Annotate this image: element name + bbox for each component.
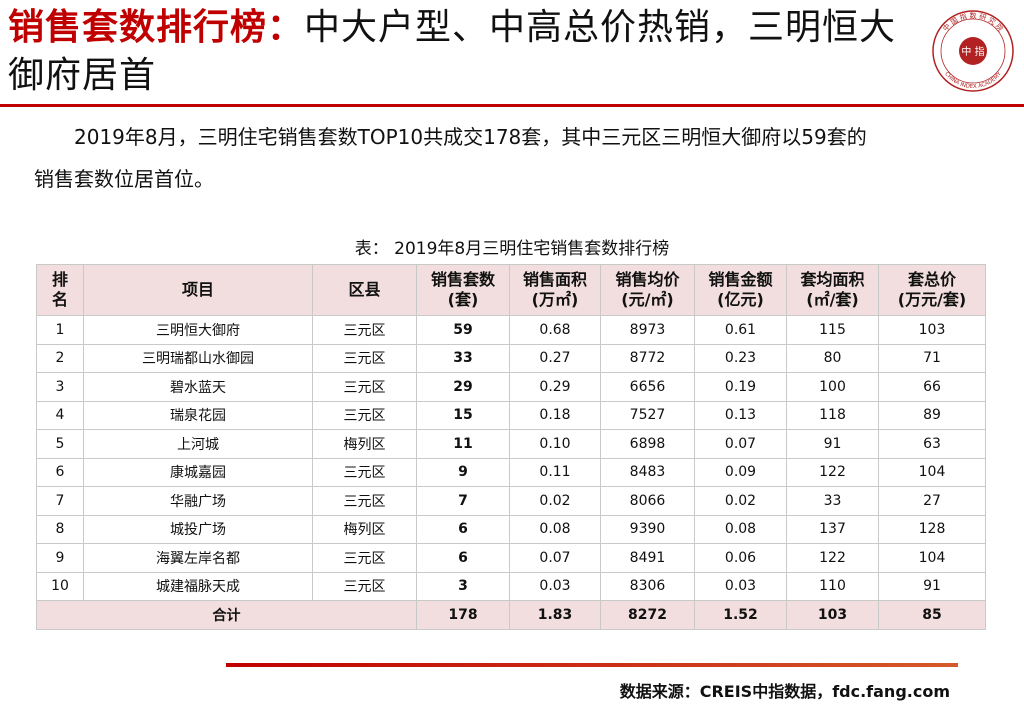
- table-total-row: 合计 178 1.83 8272 1.52 103 85: [36, 600, 986, 630]
- table-row: 6 康城嘉园 三元区 9 0.11 8483 0.09 122 104: [36, 457, 986, 487]
- header-units: 销售套数 (套): [416, 264, 510, 316]
- header-price: 销售均价 (元/㎡): [600, 264, 695, 316]
- footer-divider: [226, 663, 958, 667]
- title-divider: [0, 104, 1024, 107]
- svg-text:中 指: 中 指: [961, 45, 984, 58]
- table-row: 7 华融广场 三元区 7 0.02 8066 0.02 33 27: [36, 486, 986, 516]
- table-row: 10 城建福脉天成 三元区 3 0.03 8306 0.03 110 91: [36, 571, 986, 601]
- table-header-row: 排名 项目 区县 销售套数 (套) 销售面积 (万㎡) 销售均价 (元/㎡) 销售金额…: [36, 264, 986, 316]
- china-index-academy-logo: 中 指 中 国 指 数 研 究 院 CHINA INDEX ACADEMY: [930, 8, 1016, 94]
- table-row: 1 三明恒大御府 三元区 59 0.68 8973 0.61 115 103: [36, 315, 986, 345]
- intro-line-2: 销售套数位居首位。: [34, 167, 214, 191]
- table-row: 3 碧水蓝天 三元区 29 0.29 6656 0.19 100 66: [36, 372, 986, 402]
- table-row: 5 上河城 梅列区 11 0.10 6898 0.07 91 63: [36, 429, 986, 459]
- ranking-table: 排名 项目 区县 销售套数 (套) 销售面积 (万㎡) 销售均价 (元/㎡) 销售金额…: [36, 264, 986, 630]
- header-district: 区县: [312, 264, 417, 316]
- intro-paragraph: 2019年8月，三明住宅销售套数TOP10共成交178套，其中三元区三明恒大御府…: [34, 116, 1000, 200]
- header-avg-area: 套均面积 (㎡/套): [786, 264, 879, 316]
- intro-line-1: 2019年8月，三明住宅销售套数TOP10共成交178套，其中三元区三明恒大御府…: [74, 125, 867, 149]
- header-area: 销售面积 (万㎡): [509, 264, 601, 316]
- table-row: 4 瑞泉花园 三元区 15 0.18 7527 0.13 118 89: [36, 400, 986, 430]
- table-caption: 表： 2019年8月三明住宅销售套数排行榜: [354, 239, 670, 259]
- table-row: 2 三明瑞都山水御园 三元区 33 0.27 8772 0.23 80 71: [36, 343, 986, 373]
- header-amount: 销售金额 (亿元): [694, 264, 787, 316]
- header-rank: 排名: [36, 264, 84, 316]
- logo-seal-icon: 中 指 中 国 指 数 研 究 院 CHINA INDEX ACADEMY: [932, 10, 1014, 92]
- header-project: 项目: [83, 264, 313, 316]
- svg-text:中 国 指 数 研 究 院: 中 国 指 数 研 究 院: [941, 11, 1005, 33]
- table-row: 8 城投广场 梅列区 6 0.08 9390 0.08 137 128: [36, 514, 986, 544]
- header-avg-total: 套总价 (万元/套): [878, 264, 986, 316]
- page-title: 销售套数排行榜：中大户型、中高总价热销，三明恒大御府居首: [8, 4, 908, 100]
- data-source-note: 数据来源：CREIS中指数据，fdc.fang.com: [619, 682, 950, 701]
- title-rest: 中大户型、中高总价热销，三明恒大御府居首: [8, 7, 897, 96]
- svg-text:CHINA INDEX ACADEMY: CHINA INDEX ACADEMY: [943, 71, 1003, 90]
- table-row: 9 海翼左岸名都 三元区 6 0.07 8491 0.06 122 104: [36, 543, 986, 573]
- total-label: 合计: [36, 600, 417, 630]
- title-accent: 销售套数排行榜：: [8, 7, 305, 48]
